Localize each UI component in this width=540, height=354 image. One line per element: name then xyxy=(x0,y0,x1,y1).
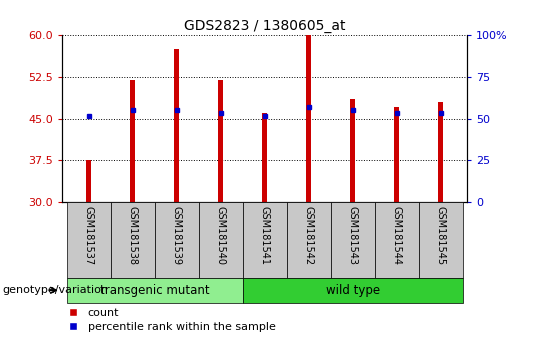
Text: GSM181542: GSM181542 xyxy=(303,206,314,265)
Bar xyxy=(174,49,179,202)
Text: GSM181545: GSM181545 xyxy=(436,206,446,265)
Bar xyxy=(438,102,443,202)
Text: genotype/variation: genotype/variation xyxy=(3,285,109,295)
Bar xyxy=(130,80,135,202)
Bar xyxy=(86,160,91,202)
Bar xyxy=(154,202,199,278)
Bar xyxy=(350,99,355,202)
Bar xyxy=(330,202,375,278)
Text: GSM181537: GSM181537 xyxy=(84,206,93,265)
Bar xyxy=(418,202,463,278)
Bar xyxy=(242,278,463,303)
Bar xyxy=(394,108,399,202)
Text: GSM181540: GSM181540 xyxy=(215,206,226,264)
Bar xyxy=(199,202,242,278)
Text: GSM181538: GSM181538 xyxy=(127,206,138,264)
Bar xyxy=(287,202,330,278)
Bar xyxy=(218,80,223,202)
Bar xyxy=(66,202,111,278)
Title: GDS2823 / 1380605_at: GDS2823 / 1380605_at xyxy=(184,19,346,33)
Bar xyxy=(242,202,287,278)
Bar xyxy=(262,113,267,202)
Text: GSM181541: GSM181541 xyxy=(260,206,269,264)
Bar xyxy=(375,202,418,278)
Text: GSM181543: GSM181543 xyxy=(348,206,357,264)
Bar xyxy=(306,35,311,202)
Text: wild type: wild type xyxy=(326,284,380,297)
Bar xyxy=(111,202,154,278)
Bar xyxy=(66,278,242,303)
Text: GSM181539: GSM181539 xyxy=(172,206,181,264)
Text: GSM181544: GSM181544 xyxy=(392,206,402,264)
Text: transgenic mutant: transgenic mutant xyxy=(100,284,210,297)
Legend: count, percentile rank within the sample: count, percentile rank within the sample xyxy=(68,308,275,332)
